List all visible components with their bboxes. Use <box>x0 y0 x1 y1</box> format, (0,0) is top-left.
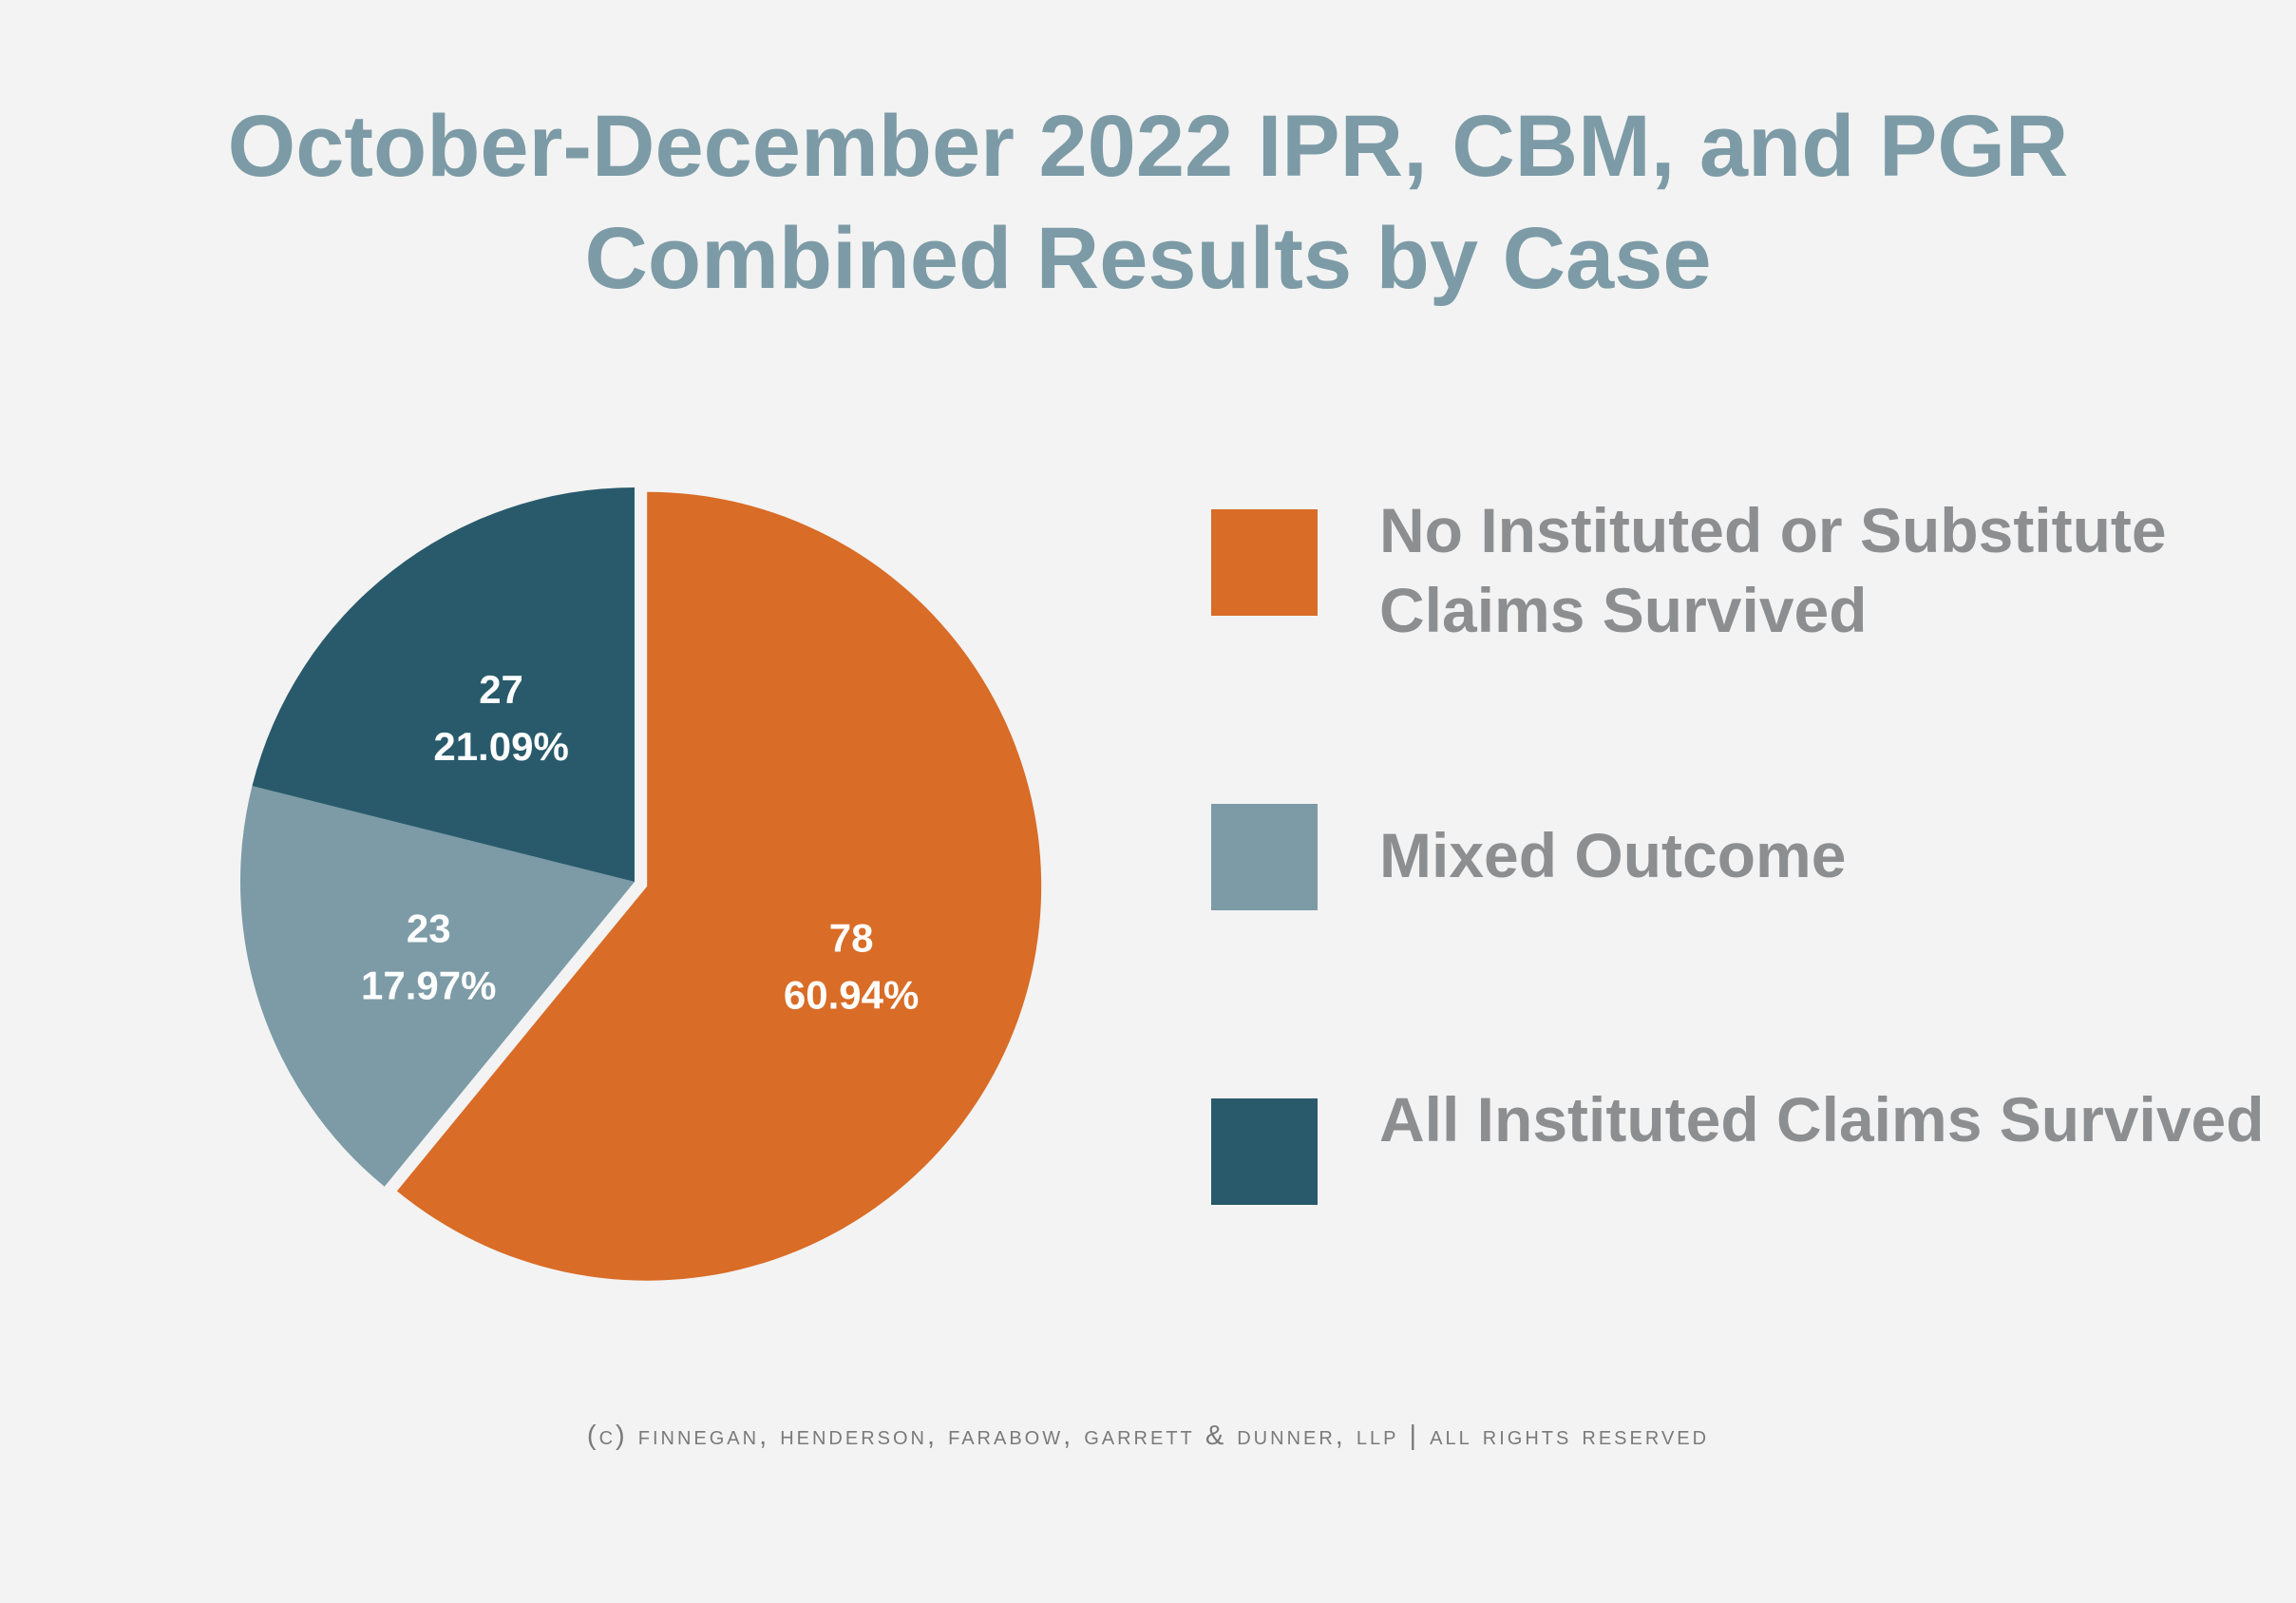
slice-percent-label-all-claims-survived: 21.09% <box>433 724 568 769</box>
chart-title: October-December 2022 IPR, CBM, and PGR … <box>0 90 2296 315</box>
slice-percent-label-no-claims-survived: 60.94% <box>784 973 919 1018</box>
chart-title-line-2: Combined Results by Case <box>584 210 1712 307</box>
slice-value-label-all-claims-survived: 27 <box>479 667 523 712</box>
legend-label-no-claims-survived: No Instituted or Substitute Claims Survi… <box>1379 495 2167 645</box>
slice-value-label-mixed-outcome: 23 <box>407 906 451 951</box>
pie-slice-no-claims-survived <box>396 491 1042 1281</box>
pie-slice-mixed-outcome <box>240 786 635 1187</box>
legend-label-all-claims-survived: All Instituted Claims Survived <box>1379 1084 2265 1155</box>
slice-value-label-no-claims-survived: 78 <box>829 916 874 961</box>
legend-swatch-mixed-outcome <box>1211 804 1318 910</box>
legend-label-mixed-outcome: Mixed Outcome <box>1379 820 1847 890</box>
copyright-footer: (c) finnegan, henderson, farabow, garret… <box>586 1421 1710 1451</box>
slice-percent-label-mixed-outcome: 17.97% <box>361 964 496 1008</box>
pie-slice-all-claims-survived <box>252 487 635 882</box>
chart-title-line-1: October-December 2022 IPR, CBM, and PGR <box>227 98 2069 195</box>
legend-swatch-no-claims-survived <box>1211 509 1318 616</box>
legend-swatch-all-claims-survived <box>1211 1098 1318 1205</box>
